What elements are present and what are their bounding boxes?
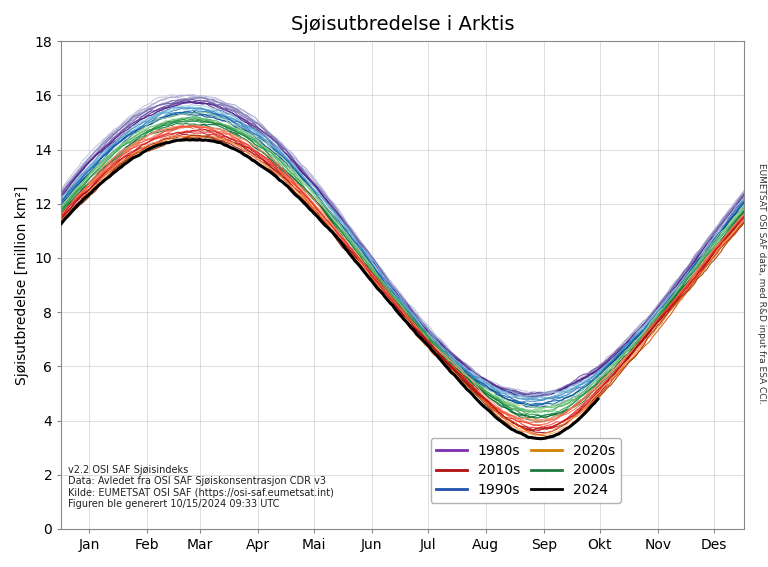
Title: Sjøisutbredelse i Arktis: Sjøisutbredelse i Arktis bbox=[291, 15, 515, 34]
Text: EUMETSAT OSI SAF data, med R&D input fra ESA CCI.: EUMETSAT OSI SAF data, med R&D input fra… bbox=[757, 163, 766, 404]
Legend: 1980s, 2010s, 1990s, 2020s, 2000s, 2024: 1980s, 2010s, 1990s, 2020s, 2000s, 2024 bbox=[431, 438, 621, 502]
Text: v2.2 OSI SAF Sjøisindeks
Data: Avledet fra OSI SAF Sjøiskonsentrasjon CDR v3
Kil: v2.2 OSI SAF Sjøisindeks Data: Avledet f… bbox=[68, 465, 334, 510]
Y-axis label: Sjøisutbredelse [million km²]: Sjøisutbredelse [million km²] bbox=[15, 185, 29, 385]
